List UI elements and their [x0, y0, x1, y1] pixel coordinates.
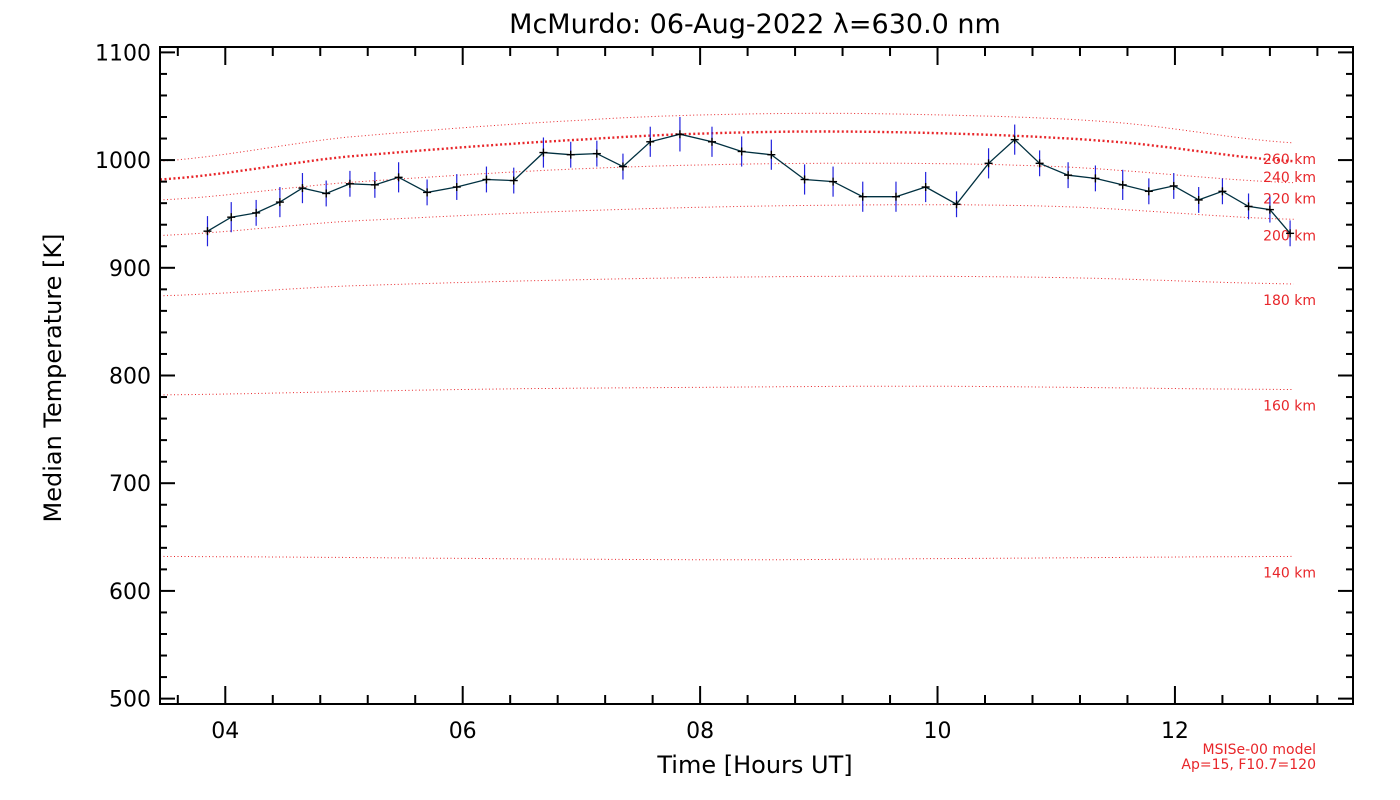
data-point [1064, 171, 1073, 180]
data-point [829, 177, 838, 186]
data-point [1265, 205, 1274, 214]
data-point [322, 189, 331, 198]
data-point [227, 213, 236, 222]
data-point [370, 180, 379, 189]
model-note-line-1: MSISe-00 model [1202, 742, 1316, 758]
data-point [921, 183, 930, 192]
data-point [298, 184, 307, 193]
plot-frame [159, 46, 1354, 705]
y-tick-label: 600 [109, 580, 151, 605]
data-point [1244, 202, 1253, 211]
data-series [203, 117, 1295, 247]
x-axis-label: Time [Hours UT] [656, 751, 852, 779]
data-point [1091, 174, 1100, 183]
model-curve-180-km [159, 275, 1294, 297]
data-line [207, 133, 1291, 234]
data-point [592, 149, 601, 158]
model-label-180-km: 180 km [1263, 293, 1316, 309]
y-tick-label: 700 [109, 472, 151, 497]
data-point [891, 192, 900, 201]
data-point [452, 183, 461, 192]
x-tick-label: 08 [686, 719, 714, 744]
y-tick-label: 500 [109, 688, 151, 713]
data-point [509, 176, 518, 185]
data-point [252, 208, 261, 217]
data-point [800, 175, 809, 184]
y-tick-label: 1100 [95, 41, 151, 66]
data-point [646, 137, 655, 146]
data-point [423, 188, 432, 197]
data-point [1118, 180, 1127, 189]
model-note-line-2: Ap=15, F10.7=120 [1181, 757, 1316, 773]
axes: 500 600 700 800 900 1000 1100 04 06 08 10 12 [95, 41, 1354, 744]
model-curve-240-km [159, 130, 1294, 181]
data-point [1035, 159, 1044, 168]
y-axis-label: Median Temperature [K] [39, 233, 67, 522]
data-point [952, 200, 961, 209]
y-tick-label: 800 [109, 365, 151, 390]
data-point [1286, 229, 1295, 238]
data-point [394, 173, 403, 182]
y-tick-label: 1000 [95, 149, 151, 174]
model-label-220-km: 220 km [1263, 192, 1316, 208]
model-label-260-km: 260 km [1263, 152, 1316, 168]
model-label-160-km: 160 km [1263, 399, 1316, 415]
data-point [539, 148, 548, 157]
model-curve-220-km [159, 162, 1294, 201]
x-tick-label: 10 [924, 719, 952, 744]
data-point [707, 137, 716, 146]
model-curve-200-km [159, 204, 1294, 236]
chart-title: McMurdo: 06-Aug-2022 λ=630.0 nm [509, 9, 1001, 40]
data-point [737, 147, 746, 156]
data-point [1194, 195, 1203, 204]
x-tick-label: 06 [449, 719, 477, 744]
x-tick-label: 12 [1161, 719, 1189, 744]
data-point [767, 150, 776, 159]
model-label-140-km: 140 km [1263, 565, 1316, 581]
data-point [1169, 181, 1178, 190]
model-curve-160-km [159, 385, 1294, 396]
data-point [675, 130, 684, 139]
data-point [984, 159, 993, 168]
data-point [1218, 187, 1227, 196]
data-point [858, 192, 867, 201]
model-curve-260-km [159, 112, 1294, 162]
data-point [345, 179, 354, 188]
model-curve-140-km [159, 555, 1294, 561]
data-point [1144, 187, 1153, 196]
data-point [482, 175, 491, 184]
data-point [566, 150, 575, 159]
y-tick-label: 900 [109, 257, 151, 282]
data-point [203, 227, 212, 236]
data-point [1010, 135, 1019, 144]
data-point [618, 162, 627, 171]
model-label-240-km: 240 km [1263, 170, 1316, 186]
x-tick-label: 04 [211, 719, 239, 744]
data-point [275, 198, 284, 207]
